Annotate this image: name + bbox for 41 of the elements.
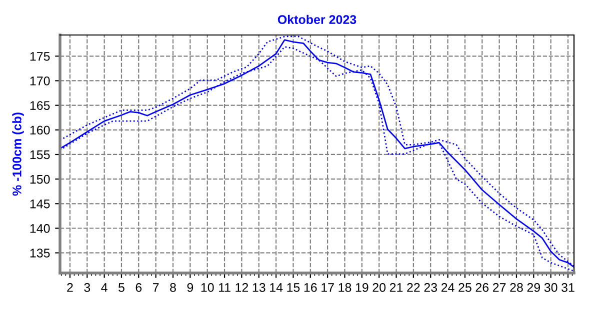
x-tick-label: 13 <box>252 283 266 292</box>
x-tick-label: 10 <box>201 283 214 292</box>
x-tick-label: 12 <box>236 283 248 292</box>
y-tick-label: 140 <box>30 224 50 233</box>
x-tick-label: 4 <box>101 283 108 292</box>
y-tick-label: 145 <box>30 200 50 208</box>
x-tick-label: 24 <box>441 283 454 292</box>
x-tick-label: 3 <box>84 283 90 292</box>
x-tick-label: 5 <box>118 283 124 292</box>
x-tick-label: 2 <box>67 283 73 292</box>
y-tick-label: 150 <box>30 174 50 184</box>
x-tick-label: 27 <box>492 283 506 292</box>
y-axis-title: % -100cm (cb) <box>12 112 24 196</box>
chart-title: Oktober 2023 <box>278 14 356 24</box>
x-tick-label: 14 <box>270 283 283 292</box>
x-tick-label: 6 <box>136 283 142 292</box>
x-tick-label: 26 <box>476 283 489 292</box>
x-tick-label: 21 <box>390 283 403 292</box>
x-tick-label: 17 <box>322 283 334 292</box>
x-tick-label: 23 <box>424 283 438 292</box>
y-tick-label: 160 <box>30 126 50 135</box>
x-tick-label: 29 <box>527 283 540 292</box>
x-tick-label: 22 <box>407 283 420 292</box>
x-tick-label: 11 <box>218 283 230 292</box>
x-tick-label: 25 <box>458 283 472 292</box>
x-tick-label: 20 <box>372 283 386 292</box>
x-tick-label: 7 <box>152 283 159 292</box>
x-tick-label: 16 <box>304 283 317 292</box>
x-tick-label: 9 <box>187 283 194 292</box>
y-tick-label: 135 <box>30 248 50 258</box>
x-tick-label: 18 <box>338 283 352 292</box>
x-tick-label: 19 <box>356 283 368 292</box>
x-tick-label: 31 <box>562 283 574 292</box>
y-tick-label: 170 <box>30 76 50 86</box>
x-tick-label: 15 <box>287 283 300 292</box>
y-tick-label: 165 <box>30 101 50 110</box>
y-tick-label: 175 <box>30 52 50 61</box>
x-tick-label: 8 <box>170 283 176 292</box>
x-tick-label: 30 <box>544 283 558 292</box>
y-tick-label: 155 <box>30 150 50 160</box>
x-tick-label: 28 <box>510 283 523 292</box>
